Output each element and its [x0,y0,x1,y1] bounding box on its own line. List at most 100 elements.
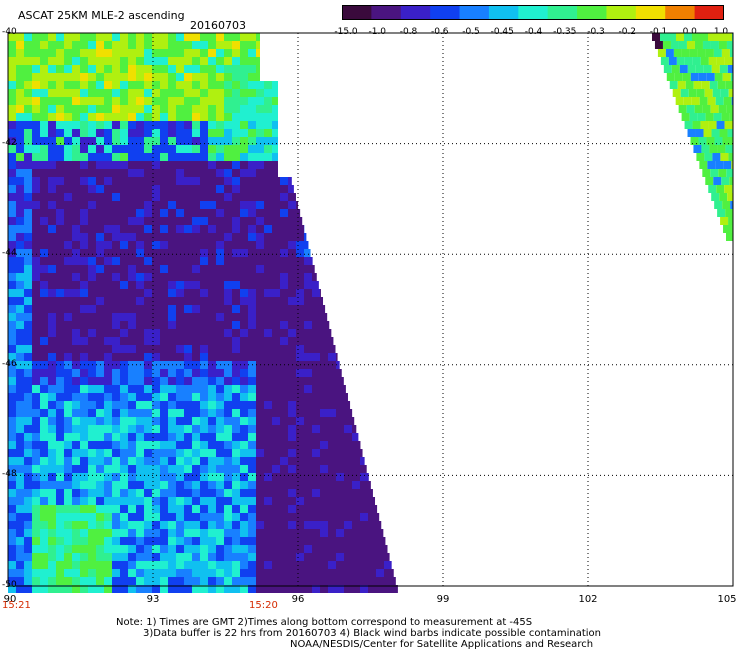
data-cell [200,537,208,545]
data-cell [8,193,16,201]
data-cell [80,225,88,233]
data-cell [160,177,168,185]
data-cell [32,249,40,257]
data-cell [40,513,48,521]
data-cell [240,113,248,121]
data-cell [320,449,328,457]
data-cell [368,569,376,577]
data-cell [80,233,88,241]
data-cell [296,553,304,561]
data-cell [128,497,136,505]
data-cell [296,289,304,297]
data-cell [152,321,160,329]
data-cell [24,545,32,553]
data-cell [144,377,152,385]
data-cell [40,97,48,105]
data-cell [725,145,733,153]
data-cell [96,193,104,201]
data-cell [344,585,352,593]
data-cell [312,369,320,377]
data-cell [200,521,208,529]
data-cell [168,73,176,81]
data-cell [240,81,248,89]
data-cell [654,41,663,49]
data-cell [280,385,288,393]
data-cell [248,249,256,257]
data-cell [208,305,216,313]
data-cell [152,513,160,521]
data-cell [152,425,160,433]
data-cell [272,481,280,489]
data-cell [64,457,72,465]
data-cell [256,353,264,361]
data-cell [192,129,200,137]
data-cell [96,449,104,457]
data-cell [256,529,264,537]
data-cell [672,89,681,97]
data-cell [16,105,24,113]
data-cell [56,169,64,177]
data-cell [72,369,80,377]
data-cell [152,345,160,353]
data-cell [16,433,24,441]
data-cell [304,577,312,585]
data-cell [320,297,324,305]
data-cell [344,497,352,505]
data-cell [264,425,272,433]
data-cell [192,241,200,249]
data-cell [96,457,104,465]
data-cell [216,225,224,233]
data-cell [144,153,152,161]
data-cell [96,65,104,73]
data-cell [264,561,272,569]
data-cell [200,569,208,577]
data-cell [160,153,168,161]
data-cell [184,585,192,593]
data-cell [224,297,232,305]
data-cell [336,353,338,361]
data-cell [256,521,264,529]
data-cell [716,33,724,41]
data-cell [320,329,328,337]
data-cell [160,513,168,521]
data-cell [344,577,352,585]
data-cell [192,273,200,281]
data-cell [240,281,248,289]
data-cell [200,121,208,129]
data-cell [232,137,240,145]
data-cell [96,57,104,65]
data-cell [232,97,240,105]
data-cell [64,481,72,489]
data-cell [232,521,240,529]
data-cell [216,513,224,521]
data-cell [72,129,80,137]
data-cell [40,121,48,129]
data-cell [240,393,248,401]
data-cell [328,409,336,417]
data-cell [296,377,304,385]
data-cell [120,585,128,593]
data-cell [104,105,112,113]
data-cell [176,257,184,265]
data-cell [128,569,136,577]
data-cell [304,561,312,569]
data-cell [16,49,24,57]
data-cell [344,553,352,561]
data-cell [128,41,136,49]
data-cell [280,249,288,257]
data-cell [256,289,264,297]
data-cell [144,537,152,545]
data-cell [120,297,128,305]
data-cell [136,185,144,193]
data-cell [136,241,144,249]
data-cell [312,505,320,513]
data-cell [152,457,160,465]
data-cell [176,569,184,577]
data-cell [184,497,192,505]
data-cell [208,145,216,153]
data-cell [296,537,304,545]
data-cell [698,73,707,81]
data-cell [232,73,240,81]
data-cell [40,497,48,505]
data-cell [144,249,152,257]
